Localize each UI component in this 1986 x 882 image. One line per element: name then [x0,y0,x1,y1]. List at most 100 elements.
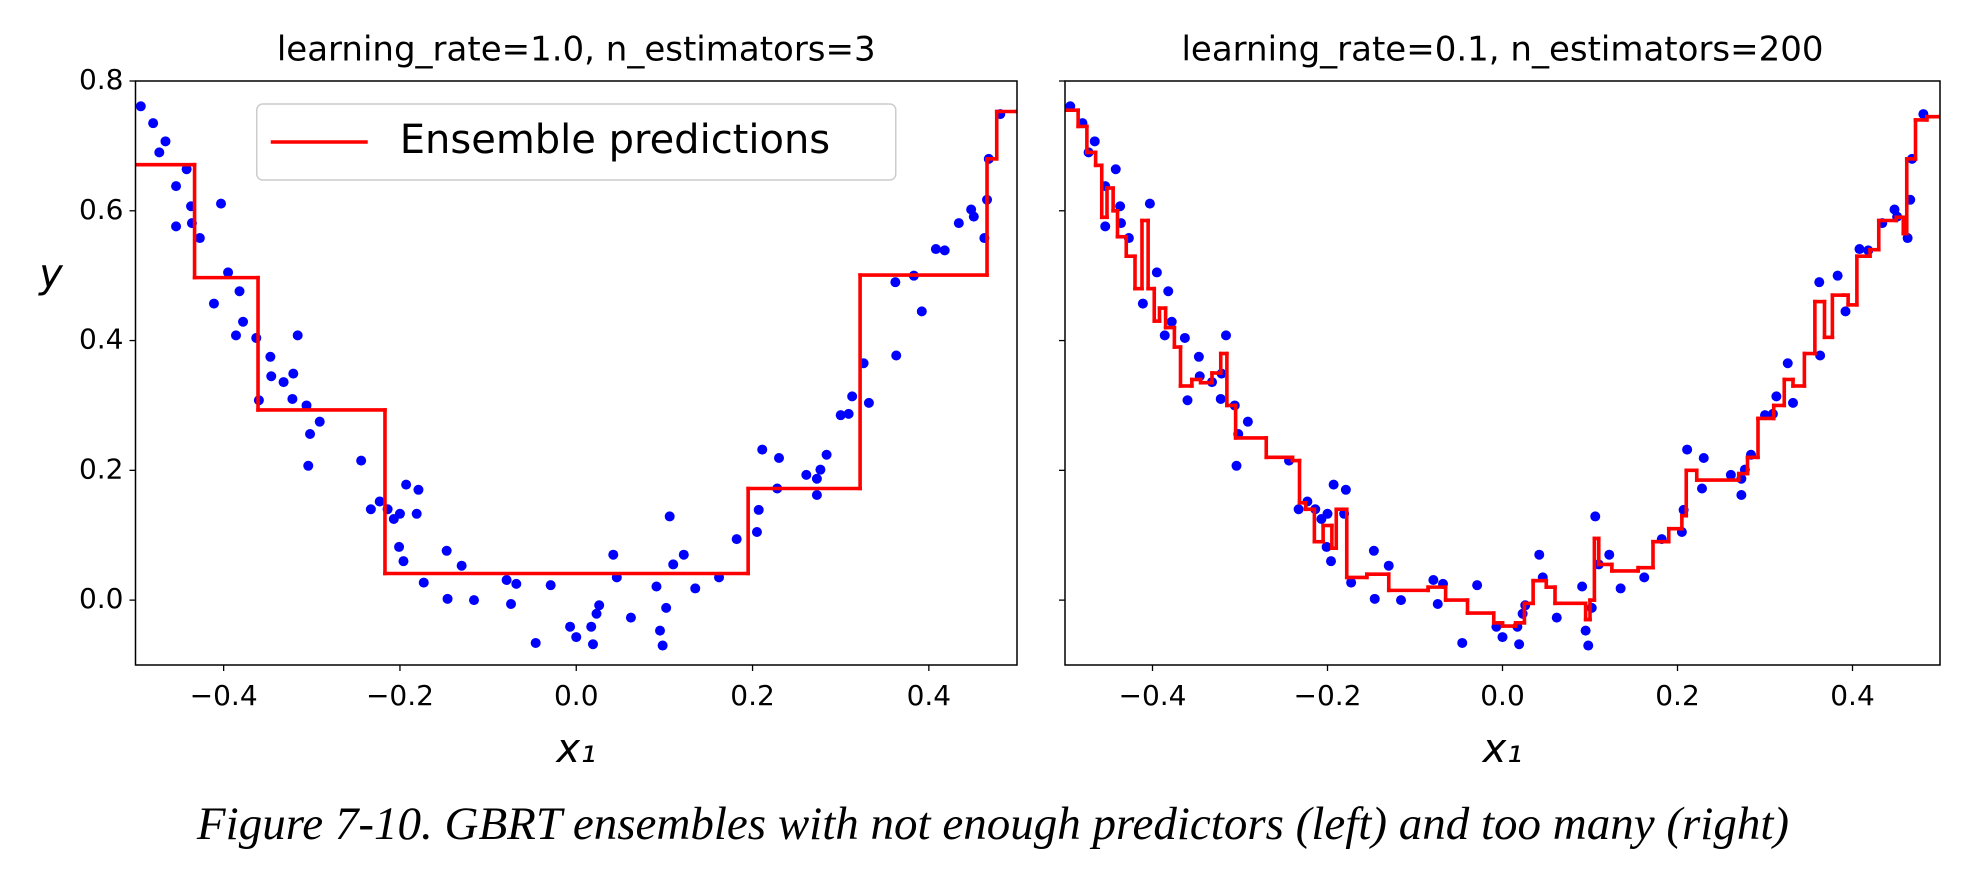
data-point [1137,298,1148,309]
axes-frame [134,80,1018,666]
y-tick-label: 0.2 [79,452,124,485]
data-point [1144,198,1155,209]
data-point [216,198,227,209]
data-point [1346,577,1357,588]
data-point [811,489,822,500]
data-point [1328,479,1339,490]
data-point [442,593,453,604]
data-point [1832,270,1843,281]
chart-title: learning_rate=0.1, n_estimators=200 [1181,30,1823,70]
data-point [1221,330,1231,341]
data-point [661,602,672,613]
data-point [287,393,298,404]
data-point [292,330,303,341]
chart-title: learning_rate=1.0, n_estimators=3 [277,30,876,70]
data-point [1326,556,1336,567]
data-point [753,504,764,515]
data-point [208,298,219,309]
data-point [468,595,479,606]
data-point [1321,541,1332,552]
data-point [587,639,598,650]
data-point [1368,545,1379,556]
data-point [847,391,858,402]
data-point [1815,350,1826,361]
data-point [1771,391,1782,402]
data-point [1383,560,1394,571]
data-point [1322,508,1333,519]
axes-frame [1064,80,1941,666]
y-axis-label: y [38,251,64,297]
data-point [891,350,902,361]
data-point [657,640,668,651]
data-point [1432,599,1443,610]
data-point [171,181,182,192]
data-point [1340,484,1351,495]
data-point [1115,201,1126,212]
data-point [1514,639,1525,650]
x-tick-label: −0.2 [366,679,434,712]
data-point [160,136,171,147]
data-point [757,444,768,455]
data-point [654,625,665,636]
data-point [1179,332,1190,343]
data-point [821,449,832,460]
plot-area [135,101,1017,651]
y-tick-label: 0.8 [79,63,124,96]
data-point [374,496,385,507]
data-point [835,410,846,421]
data-point [811,473,822,484]
data-point [565,621,576,632]
data-point [301,400,312,411]
data-point [1231,460,1242,471]
data-point [1577,581,1588,592]
data-point [356,455,367,466]
plot-area [1065,101,1940,651]
data-point [664,511,675,522]
data-point [594,600,605,611]
data-point [456,560,467,571]
data-point [1580,625,1591,636]
data-point [441,545,452,556]
legend-label: Ensemble predictions [400,117,830,163]
data-point [939,245,950,256]
data-point [1369,593,1380,604]
data-point [1698,453,1709,464]
data-point [1182,395,1193,406]
figure-caption: Figure 7-10. GBRT ensembles with not eno… [196,798,1789,850]
data-point [1193,351,1204,362]
data-point [238,316,249,327]
data-point [731,534,742,545]
data-point [1615,583,1626,594]
data-point [1854,244,1865,255]
data-point [1163,286,1174,297]
data-point [418,577,429,588]
x-tick-label: 0.2 [1655,679,1700,712]
data-point [154,147,165,158]
data-point [506,599,517,610]
data-point [668,559,679,570]
data-point [1682,444,1693,455]
data-point [394,508,405,519]
data-point [1788,397,1798,408]
data-point [968,211,979,222]
data-point [1697,483,1707,494]
data-point [890,277,901,288]
legend-box [256,103,897,181]
data-point [401,479,412,490]
data-point [303,460,314,471]
x-tick-label: 0.2 [730,679,775,712]
data-point [135,101,146,112]
data-point [801,469,812,480]
x-axis-label: x₁ [554,726,596,772]
data-point [413,484,424,495]
data-point [194,233,205,244]
data-point [530,637,541,648]
data-point [591,608,602,619]
data-point [1551,612,1562,623]
data-point [1782,358,1793,369]
data-point [234,286,245,297]
data-point [751,526,762,537]
data-point [1736,489,1747,500]
data-point [678,549,689,560]
